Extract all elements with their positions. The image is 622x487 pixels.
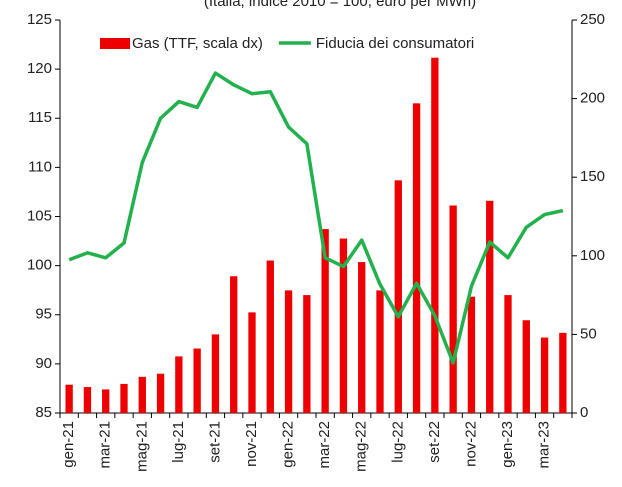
x-tick-label: nov-21 <box>243 421 260 467</box>
bar <box>248 312 256 413</box>
y-tick-label: 120 <box>27 60 52 77</box>
x-tick-label: gen-22 <box>280 421 297 468</box>
y-tick-label: 105 <box>27 207 52 224</box>
bar <box>394 180 402 413</box>
x-tick-label: mag-21 <box>133 421 150 472</box>
x-tick-label: lug-22 <box>389 421 406 463</box>
bar <box>284 290 293 413</box>
bar <box>138 376 146 413</box>
y2-tick-label: 0 <box>580 404 588 421</box>
bar <box>120 383 128 413</box>
x-tick-label: mar-23 <box>536 421 553 469</box>
bar <box>339 238 348 413</box>
x-tick-label: nov-22 <box>462 421 479 467</box>
bar <box>431 57 439 414</box>
chart-subtitle: (Italia, indice 2010 = 100, euro per MWh… <box>204 0 476 10</box>
bar <box>467 296 476 413</box>
bar <box>211 334 220 413</box>
bar <box>156 373 165 413</box>
bar <box>504 295 512 413</box>
y-tick-label: 125 <box>27 11 52 28</box>
x-tick-label: gen-23 <box>499 421 516 468</box>
bar <box>266 260 274 413</box>
bar <box>559 332 567 413</box>
bar <box>522 320 530 413</box>
x-tick-label: set-21 <box>206 421 223 463</box>
y2-tick-label: 150 <box>580 168 605 185</box>
x-tick-label: mar-22 <box>316 421 333 469</box>
bar <box>83 387 92 413</box>
y-tick-label: 100 <box>27 257 52 274</box>
bar <box>193 348 201 413</box>
y-tick-label: 110 <box>28 158 52 175</box>
bar <box>303 295 311 413</box>
bar <box>102 389 110 413</box>
x-tick-label: gen-21 <box>60 421 77 468</box>
y-tick-label: 90 <box>35 355 52 372</box>
bar <box>486 200 494 413</box>
y2-tick-label: 100 <box>580 247 605 264</box>
legend-label: Gas (TTF, scala dx) <box>132 35 263 52</box>
legend-label: Fiducia dei consumatori <box>316 35 474 52</box>
bar <box>449 205 457 413</box>
bar <box>175 356 183 413</box>
bar <box>321 229 329 413</box>
x-tick-label: mag-22 <box>353 421 370 472</box>
x-tick-label: set-22 <box>426 421 443 463</box>
bar <box>376 290 384 413</box>
bar <box>358 262 366 413</box>
bar <box>412 103 421 413</box>
y2-tick-label: 250 <box>580 11 605 28</box>
y-tick-label: 85 <box>35 404 52 421</box>
bar <box>230 276 238 413</box>
bar <box>65 384 73 413</box>
legend-swatch <box>100 38 130 49</box>
x-tick-label: lug-21 <box>170 421 187 463</box>
x-tick-label: mar-21 <box>97 421 114 469</box>
y2-tick-label: 50 <box>580 325 597 342</box>
y-tick-label: 115 <box>28 109 52 126</box>
line <box>68 71 564 365</box>
y2-tick-label: 200 <box>580 90 605 107</box>
bar <box>540 337 549 413</box>
y-tick-label: 95 <box>35 306 52 323</box>
